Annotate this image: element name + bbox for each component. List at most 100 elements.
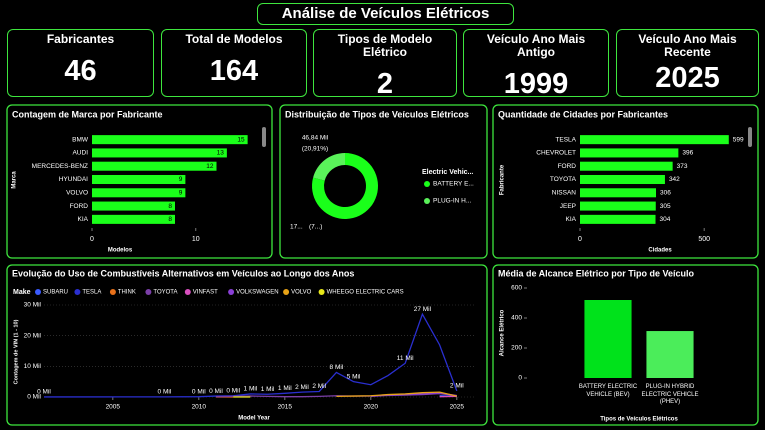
- donut-slice: [313, 153, 345, 181]
- kpi-label: Total de Modelos: [185, 32, 283, 46]
- data-label: 1 Mil: [244, 386, 258, 393]
- data-label: 12: [206, 163, 214, 170]
- bar: [92, 188, 186, 198]
- x-tick-label: 2020: [364, 404, 379, 411]
- y-tick-label: HYUNDAI: [59, 176, 88, 183]
- y-tick-label: BMW: [72, 136, 89, 143]
- bar: [580, 148, 679, 158]
- legend-marker: [318, 289, 325, 295]
- y-tick-label: FORD: [70, 203, 89, 210]
- y-tick-label: MERCEDES-BENZ: [32, 163, 88, 170]
- legend-marker: [109, 289, 116, 295]
- panel-title: Distribuição de Tipos de Veículos Elétri…: [285, 109, 469, 119]
- data-label: 396: [682, 150, 693, 157]
- legend-marker: [145, 289, 152, 295]
- legend-marker: [424, 198, 430, 204]
- data-label: 8 Mil: [330, 364, 344, 371]
- y-tick-label: FORD: [558, 163, 577, 170]
- legend-marker: [283, 289, 290, 295]
- data-label: 5 Mil: [347, 373, 361, 380]
- bar: [580, 214, 656, 224]
- scrollbar[interactable]: [262, 127, 266, 147]
- y-tick-label: TESLA: [555, 136, 576, 143]
- bar: [92, 214, 175, 224]
- scrollbar[interactable]: [748, 127, 752, 147]
- x-tick-label: 2005: [106, 404, 121, 411]
- legend-marker: [424, 181, 430, 187]
- kpi-label: Veículo Ano Mais Antigo: [486, 32, 586, 59]
- legend-label: SUBARU: [43, 290, 68, 296]
- y-tick-label: TOYOTA: [550, 176, 577, 183]
- x-axis-title: Cidades: [648, 248, 672, 254]
- kpi-card: Veículo Ano Mais Recente 2025: [616, 29, 759, 97]
- data-label: 2 Mil: [312, 383, 326, 390]
- legend-marker: [74, 289, 81, 295]
- legend-label: THINK: [118, 290, 136, 296]
- y-tick-label: CHEVROLET: [536, 150, 576, 157]
- legend-marker: [35, 289, 41, 295]
- bar: [92, 148, 227, 158]
- donut-slice: [312, 153, 379, 220]
- data-label: 373: [677, 163, 688, 170]
- legend-label: TOYOTA: [153, 290, 177, 296]
- data-label: 342: [669, 176, 680, 183]
- y-tick-label: 20 Mil: [24, 332, 42, 339]
- kpi-label: Fabricantes: [46, 32, 115, 46]
- data-label: 8: [168, 203, 172, 210]
- data-label: 2 Mil: [450, 383, 464, 390]
- data-label: 27 Mil: [414, 306, 432, 313]
- legend-title: Electric Vehic...: [422, 169, 473, 176]
- kpi-value: 1999: [503, 68, 569, 100]
- data-label: 1 Mil: [278, 385, 292, 392]
- x-axis-title: Tipos de Veículos Elétricos: [600, 417, 678, 423]
- y-axis-title: Contagem de VIN (1 - 10): [13, 319, 19, 384]
- kpi-value: 2: [376, 68, 394, 100]
- data-label: 17...: [290, 224, 303, 231]
- y-tick-label: 400: [511, 315, 522, 322]
- data-label: 15: [237, 136, 245, 143]
- y-axis-title: Marca: [12, 171, 18, 189]
- x-tick-label: 2015: [278, 404, 293, 411]
- y-tick-label: 200: [511, 345, 522, 352]
- kpi-label: Tipos de Modelo Elétrico: [337, 32, 433, 59]
- y-tick-label: AUDI: [72, 150, 88, 157]
- x-tick-label: 0: [578, 236, 582, 243]
- data-label: 304: [660, 216, 671, 223]
- data-label: 11 Mil: [397, 355, 414, 362]
- bar: [646, 331, 694, 378]
- bar: [92, 161, 217, 171]
- kpi-card: Veículo Ano Mais Antigo 1999: [463, 29, 609, 100]
- y-axis-title: Fabricante: [500, 164, 506, 195]
- panel: [279, 104, 488, 259]
- legend-label: VOLVO: [291, 290, 312, 296]
- kpi-value: 2025: [655, 62, 720, 94]
- data-label: 9: [179, 190, 183, 197]
- legend-label: PLUG-IN H...: [433, 198, 471, 205]
- panel-title: Média de Alcance Elétrico por Tipo de Ve…: [498, 268, 695, 278]
- data-label: 0 Mil: [37, 389, 51, 396]
- data-label: 46,84 Mil: [302, 135, 329, 142]
- kpi-label: Veículo Ano Mais Recente: [638, 32, 737, 59]
- panel: [6, 104, 273, 259]
- panel-title: Evolução do Uso de Combustíveis Alternat…: [12, 268, 354, 278]
- series-line: [336, 391, 457, 398]
- y-tick-label: VOLVO: [66, 190, 88, 197]
- panel: [492, 104, 759, 259]
- series-line: [43, 312, 458, 398]
- x-tick-label: 10: [192, 236, 200, 243]
- bar: [580, 161, 673, 171]
- data-label: 2 Mil: [295, 384, 309, 391]
- legend-label: BATTERY E...: [433, 181, 474, 188]
- bar: [580, 201, 656, 211]
- bar: [580, 188, 657, 198]
- bar: [92, 135, 248, 145]
- y-tick-label: 600: [511, 285, 522, 292]
- data-label: 8: [168, 216, 172, 223]
- data-label: 0 Mil: [192, 388, 206, 395]
- data-label: 305: [660, 203, 671, 210]
- page-title: Análise de Veículos Elétricos: [257, 3, 514, 25]
- kpi-value: 46: [64, 55, 97, 87]
- kpi-card: Total de Modelos 164: [161, 29, 307, 97]
- y-tick-label: 0 Mil: [27, 394, 41, 401]
